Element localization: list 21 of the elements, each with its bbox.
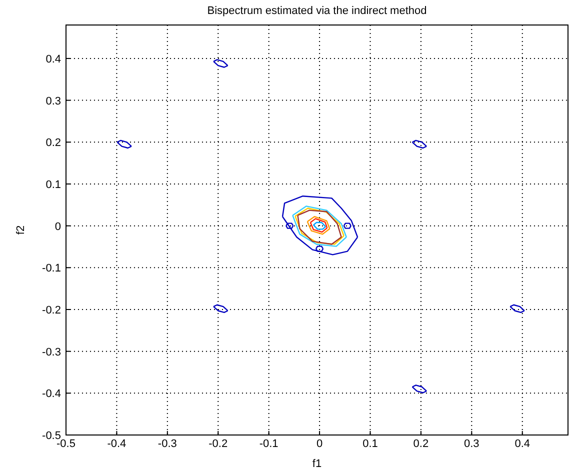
- y-tick-label: 0: [54, 220, 61, 233]
- x-tick-label: 0.4: [514, 438, 530, 450]
- y-tick-label: 0.2: [46, 137, 61, 150]
- x-tick-label: 0: [316, 438, 323, 450]
- chart-title: Bispectrum estimated via the indirect method: [207, 5, 427, 17]
- x-tick-label: 0.3: [464, 438, 480, 450]
- y-tick-label: -0.1: [42, 262, 61, 275]
- y-tick-label: -0.2: [42, 304, 61, 316]
- x-tick-label: 0.2: [413, 438, 429, 450]
- x-tick-label: -0.4: [107, 438, 126, 450]
- x-tick-label: -0.2: [208, 438, 228, 450]
- y-axis-title: f2: [15, 225, 27, 235]
- y-tick-label: 0.4: [46, 53, 61, 66]
- y-tick-label: -0.3: [42, 346, 61, 358]
- x-tick-label: 0.1: [362, 438, 378, 450]
- y-tick-label: 0.1: [46, 178, 61, 191]
- y-tick-label: -0.4: [42, 388, 61, 400]
- x-tick-label: -0.3: [158, 438, 177, 450]
- y-tick-label: 0.3: [46, 95, 61, 108]
- x-axis-title: f1: [312, 458, 322, 470]
- x-tick-label: -0.1: [259, 438, 278, 450]
